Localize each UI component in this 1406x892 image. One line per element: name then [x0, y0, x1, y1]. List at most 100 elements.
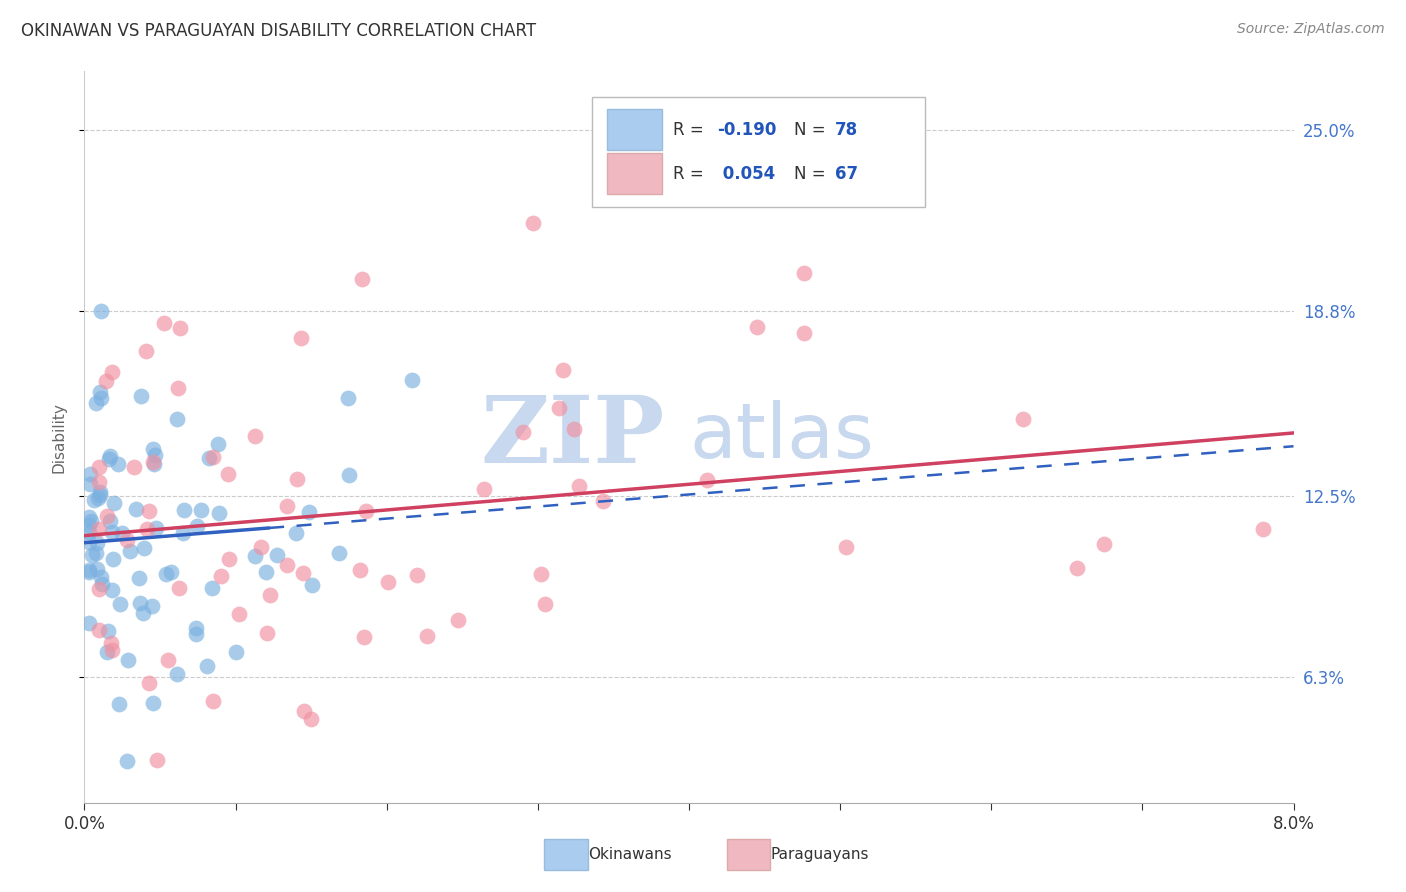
Point — [218, 551, 240, 566]
Point — [79, 467, 101, 482]
Point — [89, 385, 111, 400]
Point — [416, 629, 439, 643]
Point — [138, 504, 160, 518]
Point — [184, 627, 207, 641]
Point — [228, 607, 250, 622]
Point — [202, 450, 225, 465]
Point — [292, 704, 315, 718]
Text: OKINAWAN VS PARAGUAYAN DISABILITY CORRELATION CHART: OKINAWAN VS PARAGUAYAN DISABILITY CORREL… — [21, 22, 536, 40]
Text: R =: R = — [673, 121, 709, 139]
Point — [115, 533, 138, 547]
Point — [337, 391, 360, 405]
Point — [186, 519, 208, 533]
FancyBboxPatch shape — [607, 110, 662, 151]
Point — [530, 566, 553, 581]
Point — [447, 613, 470, 627]
Point — [352, 272, 374, 286]
Text: -0.190: -0.190 — [717, 121, 776, 139]
Point — [167, 582, 190, 596]
Point — [77, 535, 100, 549]
Point — [152, 316, 174, 330]
Point — [1012, 412, 1035, 426]
Point — [107, 457, 129, 471]
Point — [243, 429, 266, 443]
Text: 67: 67 — [835, 165, 859, 183]
Point — [80, 514, 103, 528]
Point — [353, 630, 375, 644]
Point — [328, 546, 350, 560]
Text: 0.054: 0.054 — [717, 165, 775, 183]
Point — [291, 566, 314, 581]
Point — [793, 266, 815, 280]
Point — [142, 457, 165, 471]
Point — [77, 563, 100, 577]
Point — [122, 460, 145, 475]
Point — [290, 331, 312, 345]
Point — [87, 491, 110, 505]
Text: N =: N = — [794, 165, 831, 183]
Point — [108, 597, 131, 611]
Point — [472, 483, 495, 497]
Point — [97, 624, 120, 638]
Point — [792, 326, 814, 340]
Point — [259, 588, 281, 602]
Point — [256, 625, 278, 640]
Point — [135, 522, 157, 536]
Point — [548, 401, 571, 415]
Point — [198, 450, 221, 465]
Point — [146, 753, 169, 767]
Point — [298, 505, 321, 519]
Point — [166, 667, 188, 681]
Point — [195, 658, 218, 673]
Point — [249, 540, 271, 554]
Point — [82, 548, 104, 562]
Point — [89, 460, 111, 475]
Point — [89, 475, 111, 489]
Point — [202, 694, 225, 708]
Text: 78: 78 — [835, 121, 859, 139]
Point — [96, 375, 118, 389]
Point — [120, 544, 142, 558]
Point — [89, 624, 111, 638]
Point — [134, 541, 156, 555]
Text: Source: ZipAtlas.com: Source: ZipAtlas.com — [1237, 22, 1385, 37]
Point — [1253, 522, 1275, 536]
Text: Paraguayans: Paraguayans — [770, 847, 869, 862]
Text: R =: R = — [673, 165, 709, 183]
Point — [128, 571, 150, 585]
Point — [186, 621, 208, 635]
Point — [91, 577, 114, 591]
Point — [142, 696, 165, 710]
FancyBboxPatch shape — [607, 153, 662, 194]
Point — [160, 565, 183, 579]
Point — [142, 442, 165, 457]
Point — [349, 563, 371, 577]
Point — [86, 536, 108, 550]
Point — [172, 526, 194, 541]
Point — [132, 607, 155, 621]
Point — [377, 575, 399, 590]
Point — [169, 321, 191, 335]
Point — [217, 467, 239, 481]
Point — [143, 448, 166, 462]
Point — [190, 503, 212, 517]
Point — [84, 546, 107, 560]
Point — [103, 496, 125, 510]
Point — [592, 493, 614, 508]
Point — [201, 581, 224, 595]
Point — [745, 319, 768, 334]
Point — [553, 363, 575, 377]
Text: atlas: atlas — [689, 401, 873, 474]
Point — [696, 474, 718, 488]
Point — [77, 615, 100, 630]
Point — [101, 643, 124, 657]
Text: ZIP: ZIP — [481, 392, 665, 482]
Point — [207, 437, 229, 451]
Point — [79, 565, 101, 579]
Point — [166, 412, 188, 426]
Point — [100, 524, 122, 539]
Point — [89, 484, 111, 499]
Point — [89, 522, 111, 536]
Point — [96, 508, 118, 523]
Point — [101, 552, 124, 566]
